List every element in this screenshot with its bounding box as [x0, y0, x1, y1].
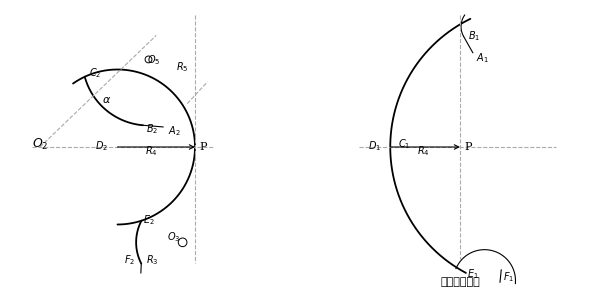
- Text: $D_1$: $D_1$: [368, 140, 381, 153]
- Text: $O_5$: $O_5$: [147, 53, 160, 67]
- Text: $R_3$: $R_3$: [146, 253, 159, 267]
- Text: $E_2$: $E_2$: [143, 213, 154, 227]
- Text: $D_2$: $D_2$: [95, 140, 108, 153]
- Text: P: P: [465, 142, 472, 152]
- Text: $B_2$: $B_2$: [146, 122, 158, 136]
- Text: $B_1$: $B_1$: [468, 30, 481, 43]
- Text: $R_4$: $R_4$: [416, 144, 429, 158]
- Text: 两转子示意图: 两转子示意图: [440, 277, 480, 287]
- Text: P: P: [200, 142, 207, 152]
- Text: $C_1$: $C_1$: [398, 137, 410, 151]
- Text: $A_2$: $A_2$: [168, 124, 180, 138]
- Text: $R_4$: $R_4$: [145, 144, 158, 158]
- Text: $A_1$: $A_1$: [476, 51, 489, 65]
- Text: $\alpha$: $\alpha$: [102, 95, 111, 105]
- Text: $O_3$: $O_3$: [167, 230, 180, 244]
- Text: $C_2$: $C_2$: [90, 66, 102, 80]
- Text: $F_1$: $F_1$: [503, 270, 514, 284]
- Text: $O_2$: $O_2$: [32, 137, 49, 152]
- Text: $R_5$: $R_5$: [177, 60, 189, 74]
- Text: $E_1$: $E_1$: [468, 267, 479, 281]
- Text: $F_2$: $F_2$: [124, 253, 135, 267]
